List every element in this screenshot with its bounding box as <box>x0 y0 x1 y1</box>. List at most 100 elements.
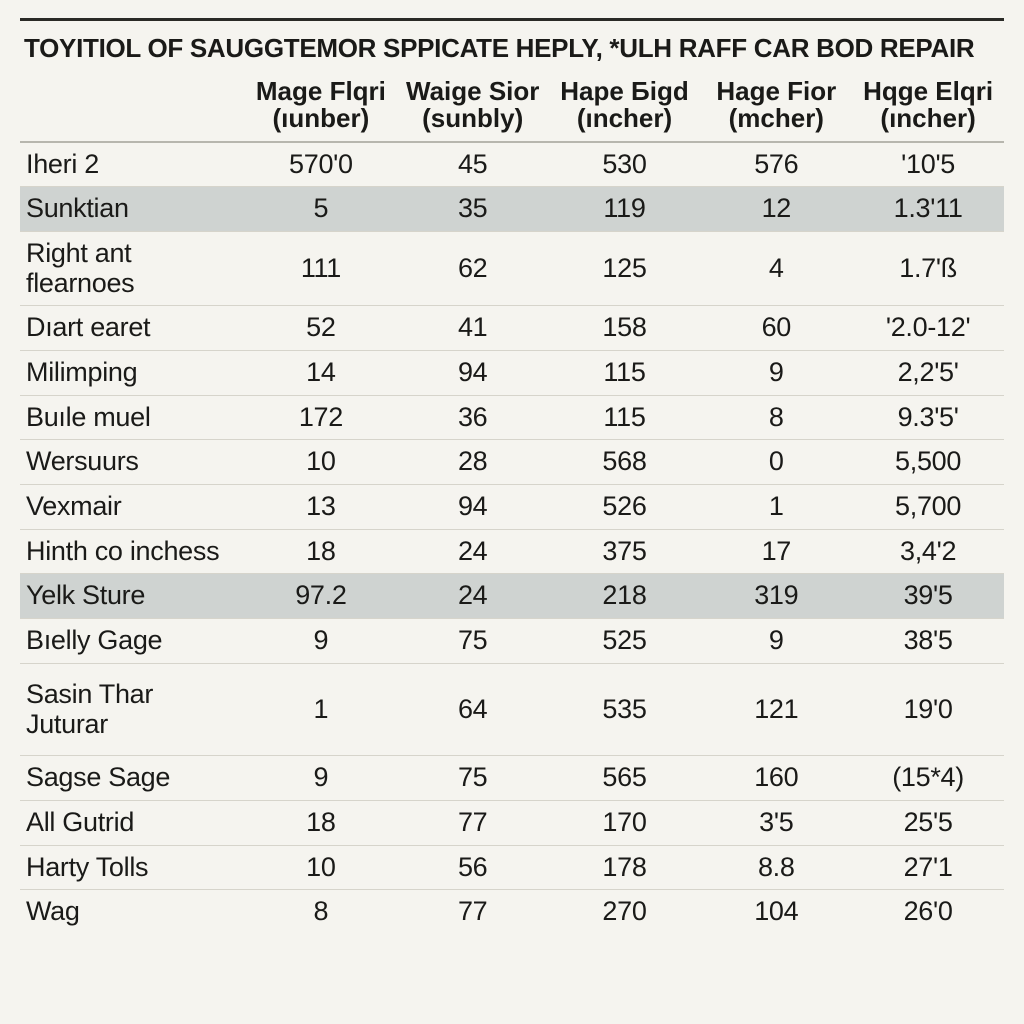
cell-value: 5,500 <box>852 440 1004 485</box>
cell-value: 9 <box>245 756 397 801</box>
cell-value: 14 <box>245 351 397 396</box>
cell-value: 1 <box>700 485 852 530</box>
cell-value: 8 <box>245 890 397 934</box>
cell-value: 115 <box>549 351 701 396</box>
col-header-2-top: Waige Sior <box>406 76 539 106</box>
cell-value: 125 <box>549 231 701 305</box>
cell-value: 375 <box>549 529 701 574</box>
cell-value: 24 <box>397 529 549 574</box>
cell-value: 39'5 <box>852 574 1004 619</box>
cell-value: 270 <box>549 890 701 934</box>
cell-value: 75 <box>397 756 549 801</box>
table-body: Iheri 2570'045530576'10'5Sunktian5351191… <box>20 142 1004 934</box>
data-table: Mage Flqri (ıunber) Waige Sior (sunbly) … <box>20 74 1004 934</box>
cell-value: (15*4) <box>852 756 1004 801</box>
cell-value: 1 <box>245 663 397 755</box>
row-label: Hinth co inchess <box>20 529 245 574</box>
cell-value: 178 <box>549 845 701 890</box>
cell-value: 530 <box>549 142 701 187</box>
cell-value: 121 <box>700 663 852 755</box>
cell-value: 160 <box>700 756 852 801</box>
cell-value: 38'5 <box>852 619 1004 664</box>
cell-value: 119 <box>549 187 701 232</box>
cell-value: 4 <box>700 231 852 305</box>
cell-value: 56 <box>397 845 549 890</box>
col-header-3-top: Hape Бigd <box>560 76 688 106</box>
col-header-rowlabel <box>20 74 245 142</box>
table-row: Yelk Sture97.22421831939'5 <box>20 574 1004 619</box>
cell-value: 17 <box>700 529 852 574</box>
cell-value: 62 <box>397 231 549 305</box>
cell-value: 45 <box>397 142 549 187</box>
table-row: Wag87727010426'0 <box>20 890 1004 934</box>
cell-value: 525 <box>549 619 701 664</box>
cell-value: 10 <box>245 845 397 890</box>
row-label: Bıelly Gage <box>20 619 245 664</box>
cell-value: 36 <box>397 395 549 440</box>
col-header-1-bot: (ıunber) <box>249 105 393 132</box>
cell-value: 565 <box>549 756 701 801</box>
col-header-3-bot: (ıncher) <box>553 105 697 132</box>
data-table-container: TOYITIOL OF SAUGGTEMOR SPPICATE HEPLY, *… <box>20 18 1004 934</box>
cell-value: 28 <box>397 440 549 485</box>
cell-value: 25'5 <box>852 800 1004 845</box>
col-header-1: Mage Flqri (ıunber) <box>245 74 397 142</box>
table-row: Sasin Thar Juturar16453512119'0 <box>20 663 1004 755</box>
cell-value: 27'1 <box>852 845 1004 890</box>
table-row: Vexmair139452615,700 <box>20 485 1004 530</box>
col-header-5-bot: (ıncher) <box>856 105 1000 132</box>
table-row: Wersuurs102856805,500 <box>20 440 1004 485</box>
row-label: Wag <box>20 890 245 934</box>
cell-value: 12 <box>700 187 852 232</box>
cell-value: 1.3'11 <box>852 187 1004 232</box>
cell-value: 5,700 <box>852 485 1004 530</box>
cell-value: 115 <box>549 395 701 440</box>
col-header-5: Hqge Elqri (ıncher) <box>852 74 1004 142</box>
cell-value: 60 <box>700 306 852 351</box>
cell-value: 5 <box>245 187 397 232</box>
cell-value: 8 <box>700 395 852 440</box>
table-row: Hinth co inchess1824375173,4'2 <box>20 529 1004 574</box>
cell-value: 158 <box>549 306 701 351</box>
row-label: Milimping <box>20 351 245 396</box>
cell-value: 568 <box>549 440 701 485</box>
table-row: Buıle muel1723611589.3'5' <box>20 395 1004 440</box>
cell-value: 3,4'2 <box>852 529 1004 574</box>
cell-value: 26'0 <box>852 890 1004 934</box>
cell-value: 35 <box>397 187 549 232</box>
cell-value: 9 <box>700 619 852 664</box>
col-header-4-bot: (mcher) <box>704 105 848 132</box>
cell-value: '2.0-12' <box>852 306 1004 351</box>
cell-value: 9 <box>245 619 397 664</box>
cell-value: 9 <box>700 351 852 396</box>
table-row: Harty Tolls10561788.827'1 <box>20 845 1004 890</box>
row-label: Right ant flearnoes <box>20 231 245 305</box>
col-header-2-bot: (sunbly) <box>401 105 545 132</box>
row-label: Sasin Thar Juturar <box>20 663 245 755</box>
cell-value: 52 <box>245 306 397 351</box>
cell-value: 526 <box>549 485 701 530</box>
col-header-1-top: Mage Flqri <box>256 76 386 106</box>
cell-value: 2,2'5' <box>852 351 1004 396</box>
row-label: Dıart earet <box>20 306 245 351</box>
table-row: Bıelly Gage975525938'5 <box>20 619 1004 664</box>
row-label: Yelk Sture <box>20 574 245 619</box>
cell-value: 94 <box>397 485 549 530</box>
cell-value: 94 <box>397 351 549 396</box>
cell-value: 0 <box>700 440 852 485</box>
table-row: Sagse Sage975565160(15*4) <box>20 756 1004 801</box>
col-header-3: Hape Бigd (ıncher) <box>549 74 701 142</box>
table-row: Dıart earet524115860'2.0-12' <box>20 306 1004 351</box>
table-row: All Gutrid18771703'525'5 <box>20 800 1004 845</box>
table-row: Iheri 2570'045530576'10'5 <box>20 142 1004 187</box>
row-label: Sagse Sage <box>20 756 245 801</box>
cell-value: 75 <box>397 619 549 664</box>
row-label: Harty Tolls <box>20 845 245 890</box>
cell-value: '10'5 <box>852 142 1004 187</box>
cell-value: 576 <box>700 142 852 187</box>
row-label: Wersuurs <box>20 440 245 485</box>
cell-value: 10 <box>245 440 397 485</box>
cell-value: 18 <box>245 529 397 574</box>
row-label: All Gutrid <box>20 800 245 845</box>
cell-value: 218 <box>549 574 701 619</box>
